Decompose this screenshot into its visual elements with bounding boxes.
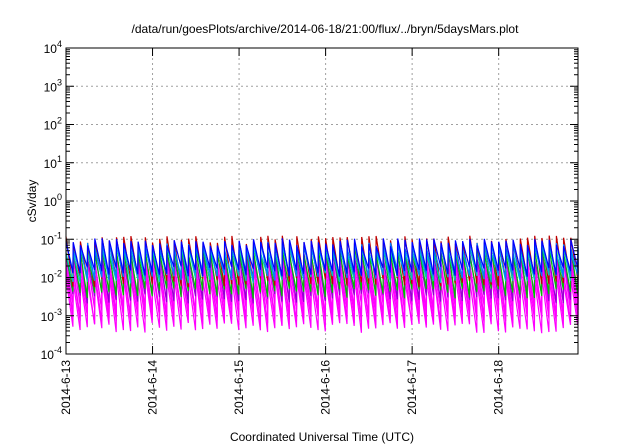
chart-title: /data/run/goesPlots/archive/2014-06-18/2… [132,22,520,36]
y-tick-label: 10-3 [41,307,62,324]
series-layer [65,235,579,334]
series-line [65,238,579,277]
x-tick-label: 2014-6-13 [59,360,73,415]
x-tick-label: 2014-6-18 [492,360,506,415]
y-tick-label: 101 [44,154,62,171]
y-tick-label: 10-2 [41,269,62,286]
y-tick-label: 102 [44,116,62,133]
x-axis: 2014-6-13 2014-6-14 2014-6-15 2014-6-16 2014… [59,48,506,415]
y-axis-label: cSv/day [25,180,39,223]
y-tick-label: 10-4 [41,345,62,362]
x-tick-label: 2014-6-17 [405,360,419,415]
y-axis: 10-4 10-3 10-2 10-1 100 101 102 103 104 [41,39,578,362]
x-axis-label: Coordinated Universal Time (UTC) [230,430,414,444]
y-tick-label: 103 [44,77,62,94]
x-tick-label: 2014-6-15 [232,360,246,415]
y-tick-label: 104 [44,39,62,56]
y-tick-label: 100 [44,192,62,209]
y-tick-label: 10-1 [41,230,62,247]
x-tick-label: 2014-6-16 [319,360,333,415]
x-tick-label: 2014-6-14 [146,360,160,415]
